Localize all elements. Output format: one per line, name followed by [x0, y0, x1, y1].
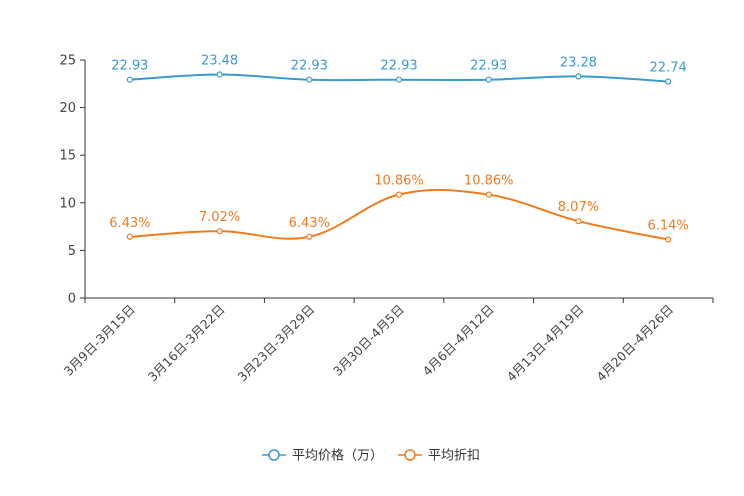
data-point[interactable] [216, 71, 223, 78]
data-label: 22.93 [111, 59, 148, 74]
y-tick-label: 10 [59, 196, 76, 211]
data-point[interactable] [575, 73, 582, 80]
data-point[interactable] [395, 76, 403, 83]
x-tick-label: 4月13日-4月19日 [504, 302, 587, 385]
legend-item-2[interactable]: 平均折扣 [398, 449, 480, 464]
legend-marker-icon [268, 449, 280, 461]
x-tick-label: 3月9日-3月15日 [61, 302, 138, 379]
data-label: 6.43% [289, 216, 330, 231]
y-tick-label: 25 [59, 54, 76, 69]
data-point[interactable] [216, 228, 223, 235]
data-point[interactable] [575, 218, 582, 225]
legend-item-1[interactable]: 平均价格（万） [262, 448, 383, 464]
data-label: 22.93 [380, 59, 417, 74]
chart-series: 22.93 23.48 22.93 22.93 22.93 23.28 22.74 6.43%… [109, 53, 689, 243]
data-label: 10.86% [374, 174, 424, 189]
data-point[interactable] [126, 76, 133, 83]
data-label: 6.43% [109, 216, 150, 231]
data-label: 22.74 [650, 61, 687, 76]
legend-label: 平均价格（万） [292, 448, 383, 464]
data-label: 10.86% [464, 174, 514, 189]
data-point[interactable] [395, 191, 403, 198]
chart-legend[interactable]: 平均价格（万） 平均折扣 [262, 448, 480, 464]
data-point[interactable] [126, 233, 133, 240]
data-point[interactable] [665, 236, 672, 243]
data-label: 22.93 [470, 59, 507, 74]
legend-marker-icon [404, 449, 416, 461]
data-point[interactable] [306, 233, 313, 240]
y-tick-label: 15 [59, 149, 76, 164]
data-label: 23.28 [560, 55, 597, 70]
data-label: 8.07% [558, 200, 599, 215]
data-point[interactable] [306, 76, 313, 83]
y-tick-label: 0 [68, 292, 76, 307]
y-tick-label: 20 [59, 101, 76, 116]
y-tick-label: 5 [68, 244, 76, 259]
x-tick-label: 4月20日-4月26日 [593, 302, 676, 385]
data-point[interactable] [665, 78, 672, 85]
data-point[interactable] [485, 191, 492, 198]
legend-label: 平均折扣 [428, 449, 480, 464]
data-label: 22.93 [291, 59, 328, 74]
data-label: 7.02% [199, 210, 240, 225]
x-tick-label: 3月16日-3月22日 [145, 302, 228, 385]
x-tick-label: 3月30日-4月5日 [330, 302, 407, 379]
data-label: 23.48 [201, 53, 238, 68]
chart-axes: 0 5 10 15 20 25 3月9日-3月15日 3月16日-3月22日 3月23日-3月2… [59, 54, 714, 385]
data-label: 6.14% [647, 219, 688, 234]
x-tick-label: 4月6日-4月12日 [420, 302, 497, 379]
data-point[interactable] [485, 76, 492, 83]
x-tick-label: 3月23日-3月29日 [235, 302, 318, 385]
